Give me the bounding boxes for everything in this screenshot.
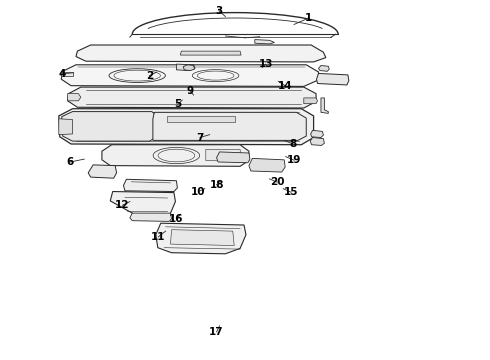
Polygon shape bbox=[61, 72, 73, 76]
Text: 18: 18 bbox=[209, 180, 224, 190]
Polygon shape bbox=[76, 45, 326, 62]
Text: 7: 7 bbox=[196, 132, 204, 143]
Polygon shape bbox=[183, 65, 195, 71]
Polygon shape bbox=[255, 40, 274, 44]
Text: 19: 19 bbox=[287, 155, 301, 165]
Polygon shape bbox=[156, 223, 246, 254]
Polygon shape bbox=[304, 98, 318, 104]
Text: 3: 3 bbox=[216, 6, 222, 16]
Polygon shape bbox=[180, 51, 241, 55]
Polygon shape bbox=[68, 87, 316, 108]
Text: 17: 17 bbox=[209, 327, 224, 337]
Polygon shape bbox=[68, 94, 81, 101]
Text: 11: 11 bbox=[151, 232, 166, 242]
Text: 15: 15 bbox=[284, 187, 298, 197]
Polygon shape bbox=[123, 179, 177, 192]
Polygon shape bbox=[321, 98, 328, 113]
Text: 12: 12 bbox=[115, 200, 130, 210]
Text: 10: 10 bbox=[191, 186, 206, 197]
Polygon shape bbox=[110, 192, 175, 220]
Polygon shape bbox=[249, 158, 285, 172]
Polygon shape bbox=[88, 165, 117, 178]
Polygon shape bbox=[153, 112, 306, 140]
Text: 2: 2 bbox=[146, 71, 153, 81]
Polygon shape bbox=[167, 116, 235, 122]
Text: 1: 1 bbox=[305, 13, 312, 23]
Polygon shape bbox=[171, 230, 234, 246]
Polygon shape bbox=[62, 112, 157, 141]
Polygon shape bbox=[59, 119, 73, 135]
Polygon shape bbox=[102, 145, 249, 166]
Text: 9: 9 bbox=[187, 86, 194, 96]
Polygon shape bbox=[310, 138, 324, 145]
Text: 16: 16 bbox=[169, 214, 184, 224]
Text: 13: 13 bbox=[258, 59, 273, 69]
Polygon shape bbox=[206, 149, 241, 161]
Polygon shape bbox=[217, 152, 250, 163]
Polygon shape bbox=[130, 213, 171, 221]
Polygon shape bbox=[318, 66, 329, 71]
Polygon shape bbox=[317, 73, 349, 85]
Text: 4: 4 bbox=[58, 69, 66, 79]
Polygon shape bbox=[311, 130, 323, 138]
Polygon shape bbox=[59, 109, 314, 145]
Text: 6: 6 bbox=[67, 157, 74, 167]
Text: 14: 14 bbox=[278, 81, 293, 91]
Polygon shape bbox=[61, 65, 318, 86]
Text: 5: 5 bbox=[174, 99, 181, 109]
Text: 20: 20 bbox=[270, 177, 285, 187]
Polygon shape bbox=[176, 64, 195, 71]
Text: 8: 8 bbox=[290, 139, 296, 149]
